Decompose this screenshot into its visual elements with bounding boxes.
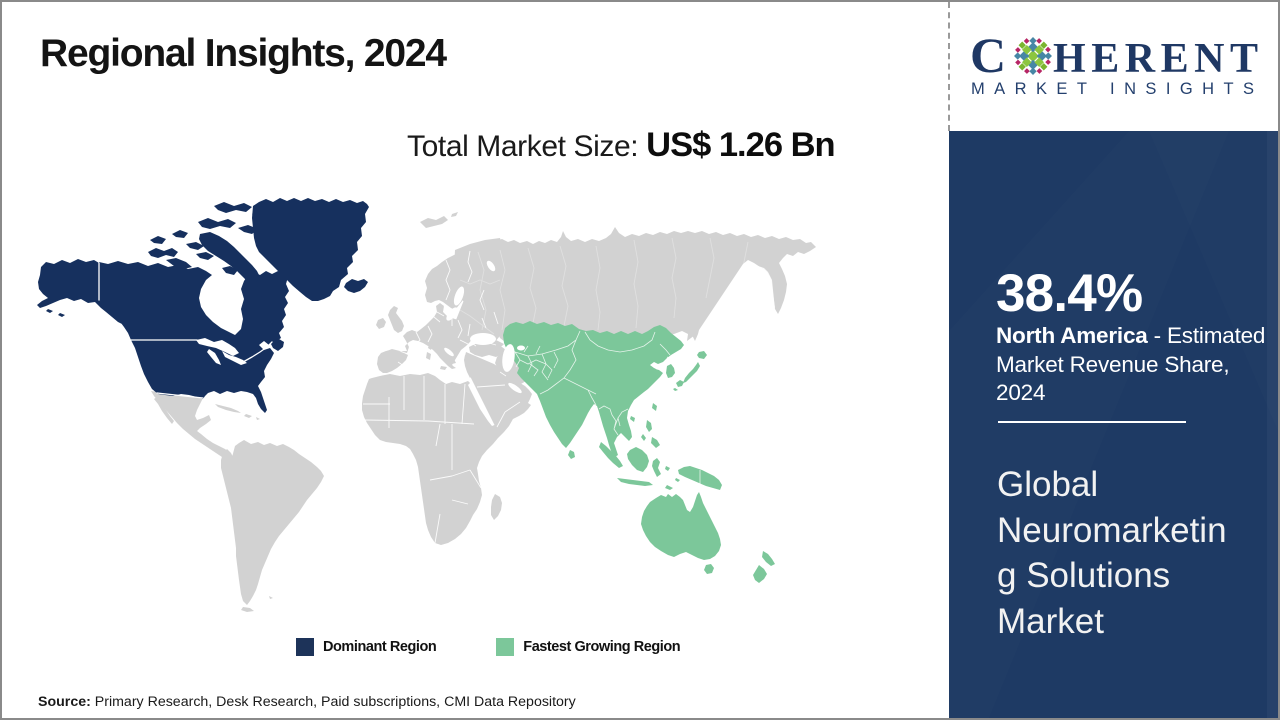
svg-text:MARKET INSIGHTS: MARKET INSIGHTS (971, 80, 1257, 98)
svg-text:HERENT: HERENT (1053, 36, 1258, 82)
svg-text:C: C (970, 27, 1006, 83)
